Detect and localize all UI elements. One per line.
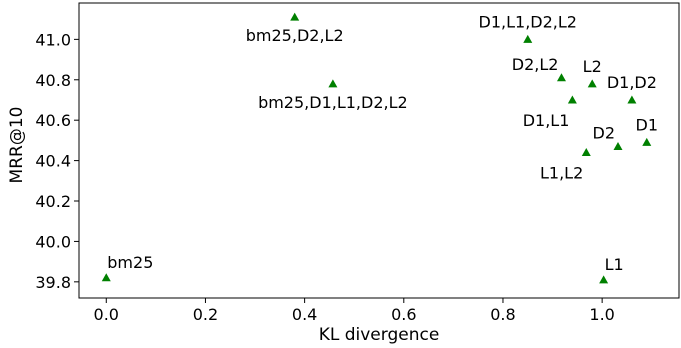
plot-frame: [78, 2, 680, 299]
y-tick-label: 41.0: [35, 30, 71, 49]
point-label: bm25,D1,L1,D2,L2: [258, 93, 408, 112]
point-label: D2: [593, 123, 616, 142]
point-label: D1,L1: [523, 111, 570, 130]
x-tick-label: 0.8: [490, 305, 515, 324]
data-point: [101, 273, 111, 282]
point-label: D1,L1,D2,L2: [479, 12, 577, 31]
data-point: [328, 79, 338, 88]
y-tick-label: 39.8: [35, 273, 71, 292]
data-point: [556, 73, 566, 82]
data-point: [290, 12, 300, 21]
point-label: D1: [636, 115, 659, 134]
data-point: [567, 95, 577, 104]
data-point: [627, 95, 637, 104]
x-tick-label: 0.4: [292, 305, 317, 324]
data-point: [581, 148, 591, 157]
data-point: [642, 137, 652, 146]
y-tick-label: 40.4: [35, 152, 71, 171]
y-axis-label: MRR@10: [7, 107, 27, 184]
x-tick-label: 0.2: [193, 305, 218, 324]
x-tick-label: 0.6: [391, 305, 416, 324]
point-label: L2: [583, 57, 602, 76]
y-tick-label: 40.0: [35, 232, 71, 251]
data-point: [613, 141, 623, 150]
x-tick-label: 0.0: [94, 305, 119, 324]
x-axis-label: KL divergence: [319, 325, 440, 345]
point-label: bm25,D2,L2: [246, 26, 344, 45]
x-tick-label: 1.0: [589, 305, 614, 324]
point-label: D2,L2: [512, 55, 559, 74]
point-label: L1: [605, 255, 624, 274]
y-tick-label: 40.8: [35, 71, 71, 90]
data-point: [587, 79, 597, 88]
y-tick-label: 40.6: [35, 111, 71, 130]
plot-area: 0.0 0.2 0.4 0.6 0.8 1.0 39.8 40.0 40.2 40.4 40.6 40…: [35, 2, 680, 324]
data-point: [599, 275, 609, 284]
point-label: bm25: [107, 253, 153, 272]
data-point: [523, 34, 533, 43]
point-label: D1,D2: [607, 73, 657, 92]
point-label: L1,L2: [540, 164, 583, 183]
y-tick-label: 40.2: [35, 192, 71, 211]
